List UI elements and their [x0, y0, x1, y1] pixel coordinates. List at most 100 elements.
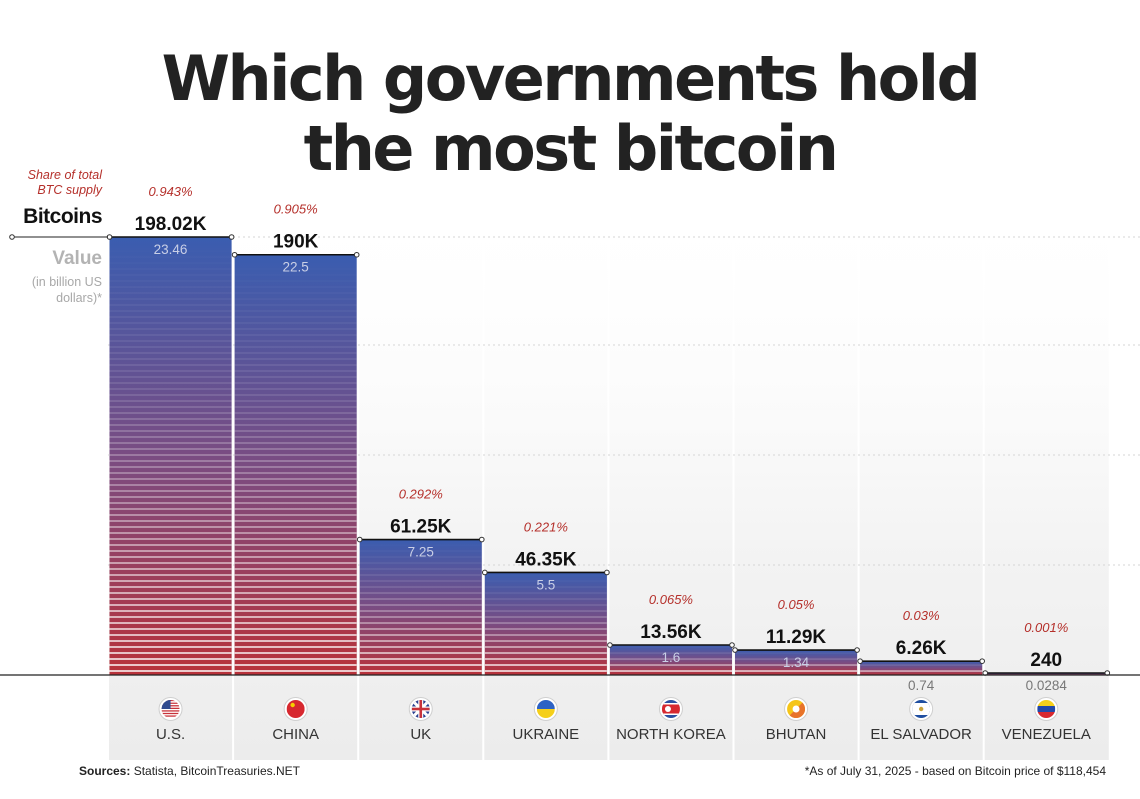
el-salvador-flag-icon — [909, 697, 934, 721]
share-label-ukraine: 0.221% — [524, 519, 568, 534]
flag-fill — [536, 700, 555, 718]
column-bg-venezuela — [983, 190, 1109, 760]
usd-label-uk: 7.25 — [408, 545, 434, 560]
flag-top — [1037, 700, 1056, 706]
bar-venezuela — [985, 673, 1108, 675]
share-label-north-korea: 0.065% — [649, 592, 693, 607]
page-title-line-1: Which governments hold — [161, 42, 981, 115]
ukraine-flag-icon — [533, 697, 558, 721]
bar-stripes-north-korea — [609, 645, 732, 675]
legend-share-line-1: Share of total — [27, 168, 102, 182]
category-label-bhutan: BHUTAN — [766, 726, 827, 743]
flag-fill — [411, 700, 430, 718]
x-axis: U.S. CHINA UK UKRAINE NORTH KOREA BHUTAN EL SA… — [0, 234, 1140, 743]
legend-guide-dot — [9, 234, 15, 240]
flag-top — [536, 700, 555, 709]
flag-bottom — [536, 709, 555, 718]
bitcoin-label-bhutan: 11.29K — [766, 627, 826, 648]
legend-share-label: Share of total BTC supply — [0, 168, 102, 198]
bar-dot-left-ukraine — [482, 569, 488, 576]
bitcoin-label-el-salvador: 6.26K — [896, 638, 947, 659]
flag-star — [290, 702, 295, 708]
legend-value-label: Value — [52, 248, 102, 269]
category-label-uk: UK — [410, 726, 431, 743]
bitcoin-label-venezuela: 240 — [1030, 650, 1062, 671]
share-label-el-salvador: 0.03% — [903, 608, 940, 623]
bitcoin-label-u-s: 198.02K — [135, 214, 207, 235]
share-label-venezuela: 0.001% — [1024, 620, 1068, 635]
bar-dot-left-uk — [356, 536, 363, 543]
flag-fill — [1037, 700, 1056, 718]
bar-dot-right-china — [353, 251, 360, 258]
china-flag-icon — [283, 697, 308, 721]
legend-share-line-2: BTC supply — [37, 183, 102, 197]
usd-label-china: 22.5 — [283, 260, 309, 275]
bar-dot-right-ukraine — [604, 569, 610, 576]
sources-label: Sources: — [79, 764, 131, 778]
flag-disc — [664, 706, 671, 712]
share-label-uk: 0.292% — [399, 487, 443, 502]
sources-note: Sources: Statista, BitcoinTreasuries.NET — [79, 764, 300, 778]
us-flag-icon — [158, 697, 183, 721]
bar-labels: 0.943% 198.02K 23.46 0.905% 190K 22.5 0.292% 61… — [135, 184, 1069, 693]
flag-cross-red — [411, 707, 430, 711]
flag-stripe — [161, 712, 180, 715]
usd-label-bhutan: 1.34 — [783, 655, 810, 670]
bitcoin-label-ukraine: 46.35K — [515, 549, 577, 570]
bar-dot-right-uk — [479, 536, 485, 543]
bar-dot-left-bhutan — [732, 647, 738, 653]
bar-dot-right-north-korea — [729, 642, 735, 648]
bar-stripes-bhutan — [735, 650, 858, 675]
usd-label-u-s: 23.46 — [154, 242, 188, 257]
bitcoin-label-china: 190K — [273, 232, 319, 253]
flag-dragon — [792, 705, 800, 713]
footnote: *As of July 31, 2025 - based on Bitcoin … — [804, 764, 1106, 778]
usd-label-el-salvador: 0.74 — [908, 678, 935, 693]
bar-dot-right-bhutan — [854, 647, 860, 653]
share-label-china: 0.905% — [274, 202, 318, 217]
flag-emblem — [918, 706, 924, 712]
bar-stripes-ukraine — [484, 572, 607, 675]
flag-fill — [161, 700, 180, 717]
category-label-ukraine: UKRAINE — [513, 726, 580, 743]
bitcoin-label-uk: 61.25K — [390, 517, 452, 538]
usd-label-ukraine: 5.5 — [536, 577, 555, 592]
bar-stripes-china — [234, 254, 357, 675]
bar-dot-left-el-salvador — [857, 658, 863, 664]
page-title-line-2: the most bitcoin — [303, 112, 839, 185]
usd-label-venezuela: 0.0284 — [1026, 678, 1068, 693]
venezuela-flag-icon — [1034, 697, 1059, 721]
share-label-bhutan: 0.05% — [778, 597, 815, 612]
bar-stripes-el-salvador — [860, 661, 983, 675]
category-label-u-s: U.S. — [156, 726, 185, 743]
category-label-china: CHINA — [272, 726, 319, 743]
flag-canton — [161, 700, 171, 709]
flag-stripe — [161, 715, 180, 717]
flag-bottom — [1037, 712, 1056, 718]
flag-mid — [1037, 706, 1056, 712]
bar-dot-left-north-korea — [607, 642, 613, 648]
category-label-venezuela: VENEZUELA — [1002, 726, 1091, 743]
flag-field — [286, 700, 305, 718]
bitcoin-label-north-korea: 13.56K — [640, 622, 702, 643]
usd-label-north-korea: 1.6 — [662, 650, 681, 665]
bars — [106, 234, 1111, 676]
flag-fill — [661, 700, 680, 718]
north-korea-flag-icon — [658, 697, 683, 721]
flag-stripe — [161, 710, 180, 712]
legend-value-sublabel: (in billion US dollars)* — [0, 274, 102, 306]
bhutan-flag-icon — [784, 697, 809, 721]
bar-dot-left-china — [231, 251, 238, 258]
legend-value-sub-line-1: (in billion US — [31, 275, 102, 289]
flag-fill — [787, 700, 806, 718]
category-label-north-korea: NORTH KOREA — [616, 726, 726, 743]
flag-fill — [912, 700, 931, 718]
uk-flag-icon — [408, 697, 433, 721]
bar-stripes-u-s — [109, 237, 232, 675]
flag-fill — [286, 700, 305, 718]
legend-bitcoins-label: Bitcoins — [23, 205, 102, 228]
category-label-el-salvador: EL SALVADOR — [870, 726, 972, 743]
bar-dot-right-el-salvador — [979, 658, 986, 664]
sources-text: Statista, BitcoinTreasuries.NET — [130, 764, 300, 778]
